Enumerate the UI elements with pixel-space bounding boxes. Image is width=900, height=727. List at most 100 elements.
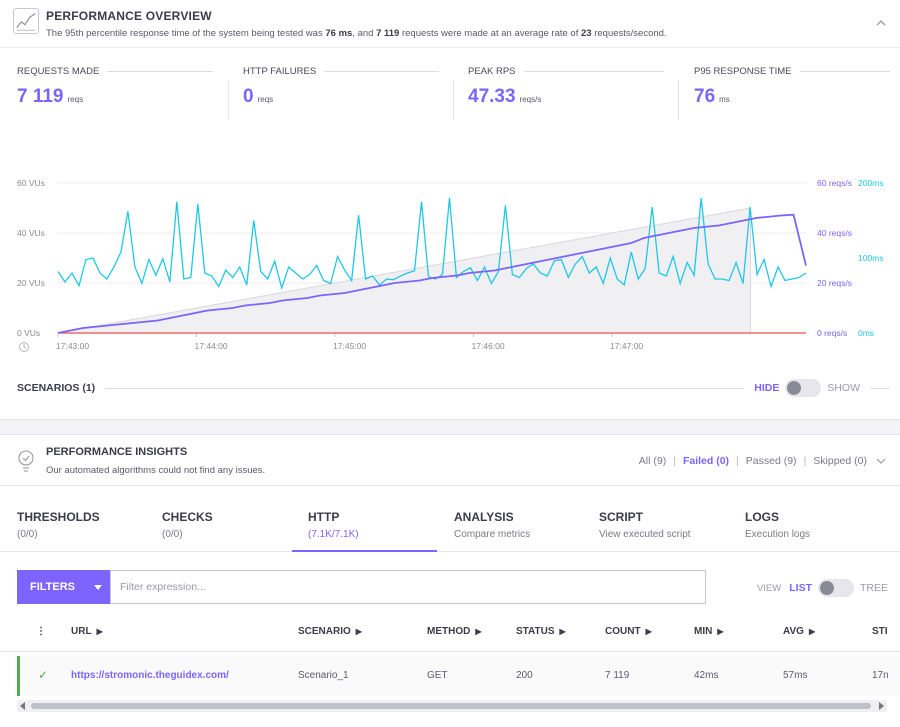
metric-label: P95 RESPONSE TIME xyxy=(694,66,792,77)
metric-unit: ms xyxy=(719,95,730,104)
column-avg[interactable]: AVG ▶ xyxy=(783,626,816,637)
rps-line xyxy=(57,213,807,334)
x-tick-label: 17:45:00 xyxy=(333,341,366,351)
view-toggle[interactable] xyxy=(817,579,854,597)
y-left-tick-label: 60 VUs xyxy=(17,178,45,188)
metric-unit: reqs xyxy=(67,95,84,104)
filter-all[interactable]: All (9) xyxy=(638,455,667,467)
y-left-tick-label: 0 VUs xyxy=(17,328,40,338)
view-list-label[interactable]: LIST xyxy=(789,582,812,594)
metric-http-failures: HTTP FAILURES 0 reqs xyxy=(243,66,439,116)
row-count: 7 119 xyxy=(605,670,630,681)
filter-failed[interactable]: Failed (0) xyxy=(682,455,730,467)
tab-title: THRESHOLDS xyxy=(17,510,100,524)
y-ms-tick-label: 200ms xyxy=(858,178,884,188)
show-label[interactable]: SHOW xyxy=(827,382,860,394)
filters-button-label: FILTERS xyxy=(30,581,76,593)
view-tree-label[interactable]: TREE xyxy=(859,582,888,594)
performance-overview: PERFORMANCE OVERVIEW The 95th percentile… xyxy=(0,0,900,420)
scroll-left-icon[interactable] xyxy=(20,702,25,710)
tab-sub: View executed script xyxy=(599,529,691,540)
x-tick-label: 17:44:00 xyxy=(195,341,228,351)
caret-down-icon xyxy=(94,585,102,590)
metric-value: 0 xyxy=(243,86,254,107)
filter-passed[interactable]: Passed (9) xyxy=(745,455,797,467)
results-tabs: THRESHOLDS (0/0) CHECKS (0/0) HTTP (7.1K… xyxy=(0,486,900,552)
y-ms-tick-label: 100ms xyxy=(858,253,884,263)
filter-skipped[interactable]: Skipped (0) xyxy=(813,455,867,467)
clock-icon-hand xyxy=(23,344,27,349)
table-row[interactable]: ✓ https://stromonic.theguidex.com/ Scena… xyxy=(17,656,900,696)
tab-title: ANALYSIS xyxy=(454,510,514,524)
performance-insights: PERFORMANCE INSIGHTS Our automated algor… xyxy=(0,434,900,486)
chevron-down-icon[interactable] xyxy=(876,457,886,465)
tab-sub: Execution logs xyxy=(745,529,811,540)
filters-button[interactable]: FILTERS xyxy=(17,570,110,604)
overview-summary: The 95th percentile response time of the… xyxy=(46,28,667,39)
tab-sub: (0/0) xyxy=(17,529,38,540)
filter-expression-input[interactable] xyxy=(110,570,706,604)
metric-label: PEAK RPS xyxy=(468,66,516,77)
tab-logs[interactable]: LOGS Execution logs xyxy=(745,486,875,552)
row-status: 200 xyxy=(516,670,533,681)
tab-title: CHECKS xyxy=(162,510,213,524)
scenarios-bar: SCENARIOS (1) HIDE SHOW xyxy=(17,379,890,397)
vus-area xyxy=(57,207,752,334)
metric-divider xyxy=(453,80,454,120)
metric-label: HTTP FAILURES xyxy=(243,66,317,77)
insights-title: PERFORMANCE INSIGHTS xyxy=(46,446,188,458)
table-header: ⋮ URL ▶ SCENARIO ▶ METHOD ▶ STATUS ▶ COUNT ▶ … xyxy=(0,612,900,652)
scroll-right-icon[interactable] xyxy=(879,702,884,710)
tab-http[interactable]: HTTP (7.1K/7.1K) xyxy=(292,486,438,552)
row-avg: 57ms xyxy=(783,670,808,681)
row-method: GET xyxy=(427,670,448,681)
tab-analysis[interactable]: ANALYSIS Compare metrics xyxy=(454,486,584,552)
scrollbar-thumb[interactable] xyxy=(31,703,871,709)
column-menu-icon[interactable]: ⋮ xyxy=(36,626,46,637)
horizontal-scrollbar[interactable] xyxy=(17,700,887,712)
chevron-up-icon[interactable] xyxy=(874,16,888,30)
x-tick-label: 17:43:00 xyxy=(56,341,89,351)
column-method[interactable]: METHOD ▶ xyxy=(427,626,482,637)
column-min[interactable]: MIN ▶ xyxy=(694,626,724,637)
metric-label: REQUESTS MADE xyxy=(17,66,100,77)
tab-checks[interactable]: CHECKS (0/0) xyxy=(162,486,292,552)
overview-header[interactable]: PERFORMANCE OVERVIEW The 95th percentile… xyxy=(0,0,900,48)
y-rps-tick-label: 60 reqs/s xyxy=(817,178,852,188)
y-rps-tick-label: 20 reqs/s xyxy=(817,278,852,288)
y-left-tick-label: 20 VUs xyxy=(17,278,45,288)
tab-thresholds[interactable]: THRESHOLDS (0/0) xyxy=(17,486,147,552)
tab-script[interactable]: SCRIPT View executed script xyxy=(599,486,729,552)
tab-title: SCRIPT xyxy=(599,510,644,524)
check-icon: ✓ xyxy=(38,668,49,682)
y-rps-tick-label: 0 reqs/s xyxy=(817,328,847,338)
row-scenario: Scenario_1 xyxy=(298,670,349,681)
scenarios-toggle[interactable] xyxy=(785,379,822,397)
column-status[interactable]: STATUS ▶ xyxy=(516,626,566,637)
column-count[interactable]: COUNT ▶ xyxy=(605,626,652,637)
metric-peak-rps: PEAK RPS 47.33 reqs/s xyxy=(468,66,664,116)
chart-trend-icon xyxy=(13,8,39,34)
filter-bar: FILTERS VIEW LIST TREE xyxy=(0,552,900,612)
x-tick-label: 17:47:00 xyxy=(610,341,643,351)
column-url[interactable]: URL ▶ xyxy=(71,626,103,637)
y-left-tick-label: 40 VUs xyxy=(17,228,45,238)
metric-unit: reqs xyxy=(257,95,274,104)
insights-subtitle: Our automated algorithms could not find … xyxy=(46,465,266,476)
overview-title: PERFORMANCE OVERVIEW xyxy=(46,9,212,23)
metric-p95-response: P95 RESPONSE TIME 76 ms xyxy=(694,66,890,116)
metric-value: 76 xyxy=(694,86,716,107)
hide-label[interactable]: HIDE xyxy=(754,382,780,394)
metric-divider xyxy=(228,80,229,120)
performance-chart[interactable]: 0 VUs 20 VUs 40 VUs 60 VUs 0 reqs/s 20 reqs/s… xyxy=(0,170,900,360)
row-min: 42ms xyxy=(694,670,719,681)
y-ms-tick-label: 0ms xyxy=(858,328,874,338)
metric-value: 7 119 xyxy=(17,86,64,107)
tab-sub: Compare metrics xyxy=(454,529,531,540)
lightbulb-icon xyxy=(18,450,34,472)
column-scenario[interactable]: SCENARIO ▶ xyxy=(298,626,362,637)
column-std[interactable]: STI xyxy=(872,626,888,637)
row-std: 17n xyxy=(872,670,889,681)
row-url[interactable]: https://stromonic.theguidex.com/ xyxy=(71,670,229,681)
